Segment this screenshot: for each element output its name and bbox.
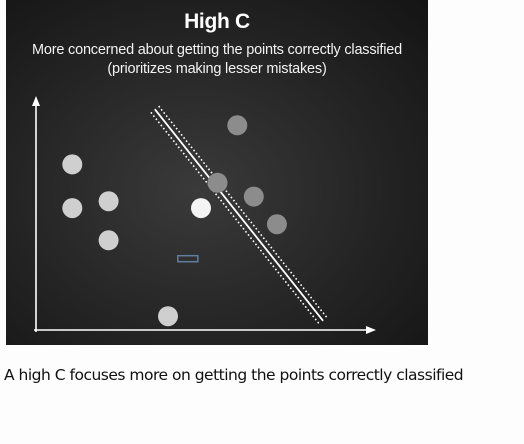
data-point-class-a — [62, 154, 83, 175]
margin-line-lower — [150, 111, 320, 325]
data-points — [62, 115, 287, 327]
data-point-class-b — [207, 172, 228, 193]
data-point-class-a — [62, 198, 83, 219]
data-point-class-b — [227, 115, 248, 136]
caption: A high C focuses more on getting the poi… — [4, 366, 464, 384]
decision-boundary-line — [154, 108, 324, 322]
y-axis-arrowhead — [32, 96, 40, 106]
slide-subtitle-line-1: More concerned about getting the points … — [31, 42, 403, 58]
x-axis-arrowhead — [366, 326, 376, 334]
data-point-class-b — [243, 186, 264, 207]
slide-title: High C — [184, 10, 250, 33]
slide-panel: High C More concerned about getting the … — [6, 0, 428, 345]
data-point-class-a — [98, 191, 119, 212]
small-rectangle-marker — [177, 254, 199, 263]
svm-diagram — [32, 96, 376, 334]
data-point-class-a — [158, 306, 178, 327]
data-point-class-b — [266, 214, 287, 235]
slide-subtitle-line-2: (prioritizes making lesser mistakes) — [107, 61, 327, 77]
decision-boundary — [150, 105, 328, 325]
axes — [32, 96, 376, 334]
data-point-highlighted — [191, 198, 211, 219]
data-point-class-a — [98, 230, 119, 251]
margin-line-upper — [158, 105, 328, 319]
